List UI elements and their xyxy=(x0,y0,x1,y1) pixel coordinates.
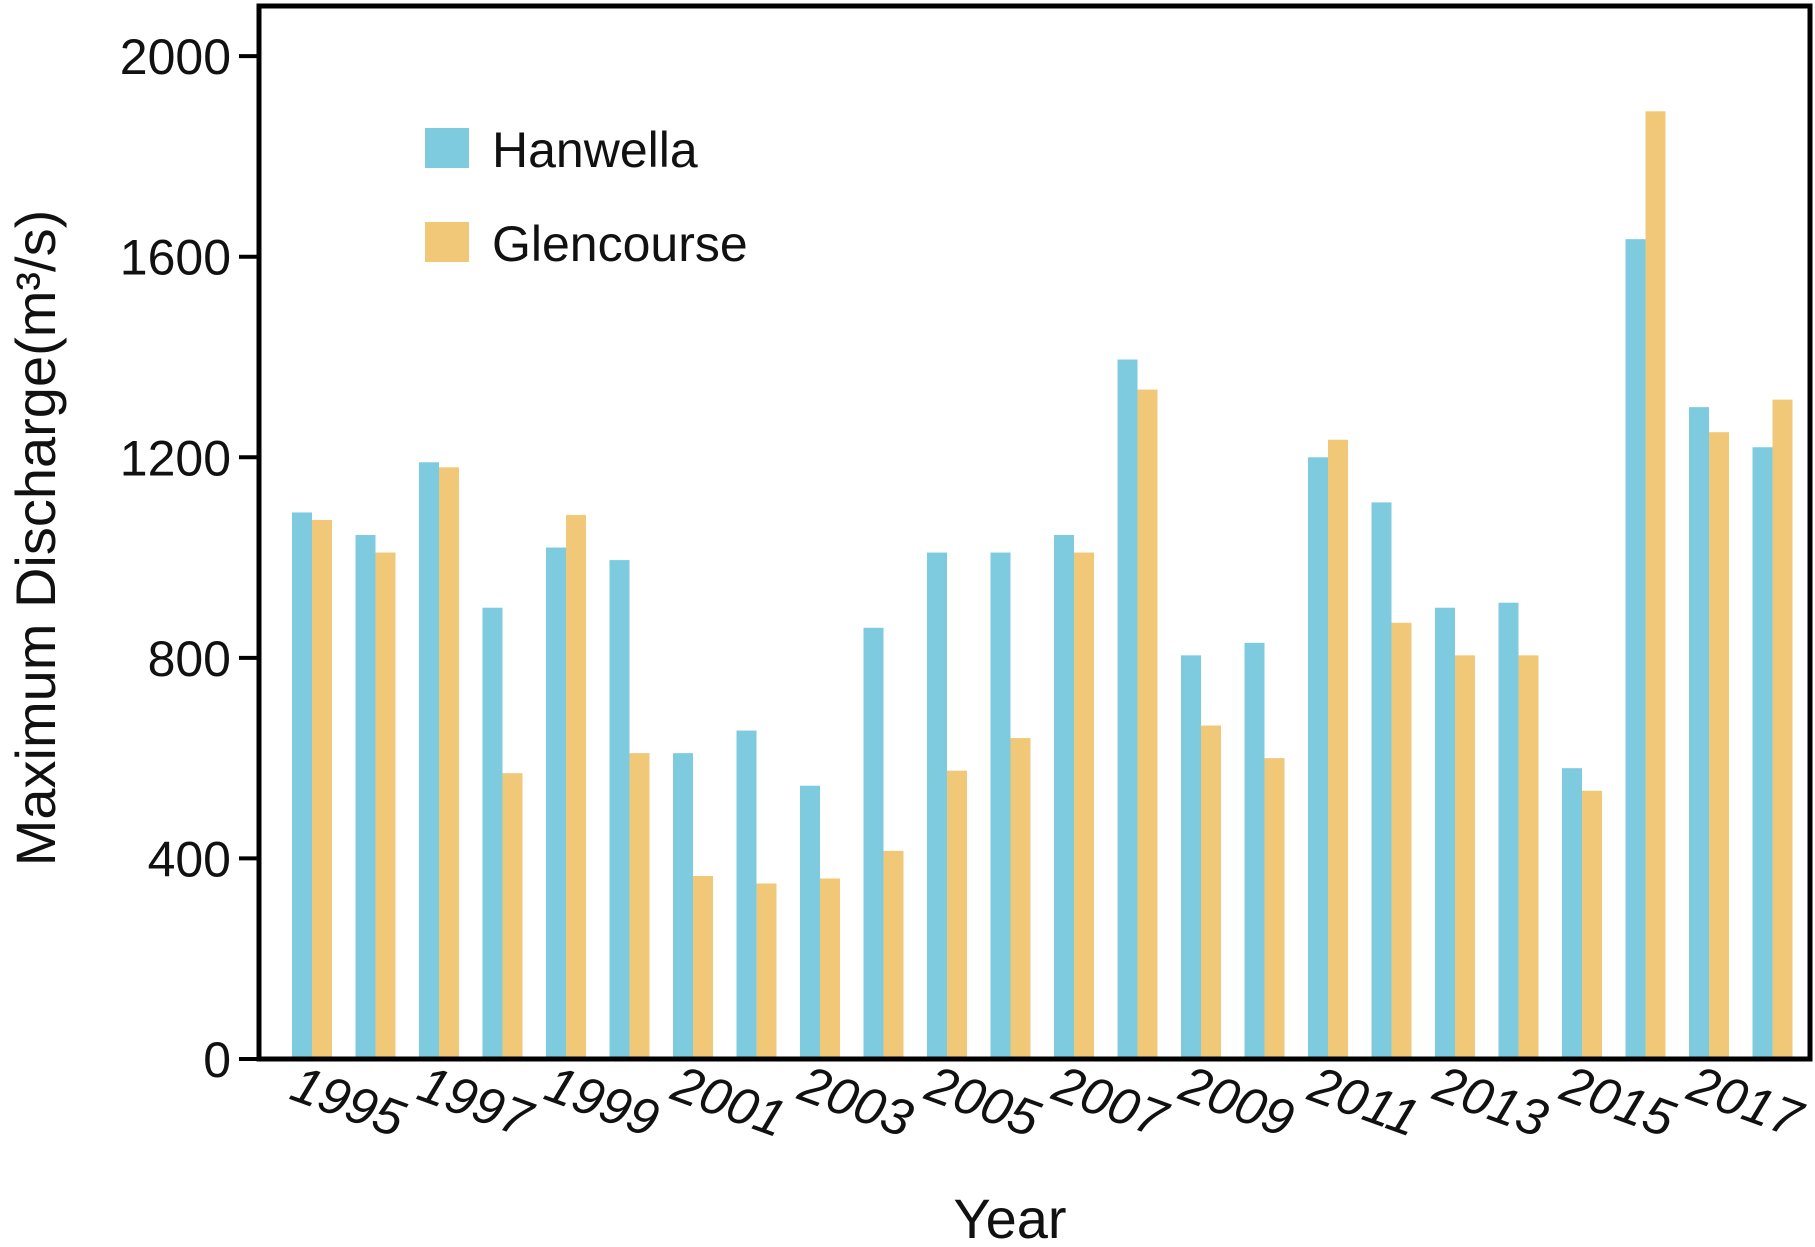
bar-hanwella-2001 xyxy=(673,753,693,1059)
bar-glencourse-2018 xyxy=(1772,399,1793,1059)
x-tick-label-2003: 2003 xyxy=(791,1055,921,1149)
y-tick-label-2000: 2000 xyxy=(120,29,231,85)
bar-glencourse-2011 xyxy=(1328,439,1348,1059)
bar-hanwella-2013 xyxy=(1435,607,1455,1059)
x-tick-label-2005: 2005 xyxy=(918,1055,1048,1150)
legend-label-hanwella: Hanwella xyxy=(492,122,698,178)
x-tick-label-2017: 2017 xyxy=(1680,1055,1811,1150)
bar-hanwella-2015 xyxy=(1562,768,1582,1059)
y-tick-label-1200: 1200 xyxy=(120,430,231,486)
bar-hanwella-1995 xyxy=(292,512,312,1059)
x-tick-label-2015: 2015 xyxy=(1553,1055,1683,1150)
x-tick-label-1997: 1997 xyxy=(411,1055,541,1150)
legend-swatch-glencourse xyxy=(425,222,469,262)
bar-hanwella-1997 xyxy=(419,462,439,1059)
bar-glencourse-2004 xyxy=(883,850,904,1059)
bar-hanwella-2008 xyxy=(1117,359,1138,1059)
bar-hanwella-2011 xyxy=(1308,457,1328,1059)
legend-label-glencourse: Glencourse xyxy=(492,216,748,272)
bar-hanwella-2014 xyxy=(1498,602,1519,1059)
legend-swatch-hanwella xyxy=(425,128,469,168)
x-tick-label-2013: 2013 xyxy=(1426,1055,1556,1149)
y-axis-title: Maximum Discharge(m³/s) xyxy=(4,210,67,867)
bar-hanwella-2007 xyxy=(1054,535,1074,1059)
bar-glencourse-2013 xyxy=(1455,655,1475,1059)
y-tick-label-0: 0 xyxy=(203,1032,231,1088)
bar-hanwella-1996 xyxy=(355,535,376,1059)
bar-glencourse-2012 xyxy=(1391,622,1412,1059)
bar-glencourse-2003 xyxy=(820,878,840,1059)
bar-glencourse-1996 xyxy=(375,552,396,1059)
bar-glencourse-2001 xyxy=(693,875,713,1059)
legend: Hanwella Glencourse xyxy=(425,122,748,272)
bar-hanwella-2004 xyxy=(863,627,884,1059)
x-tick-label-2007: 2007 xyxy=(1045,1055,1176,1150)
bar-hanwella-2012 xyxy=(1371,502,1392,1059)
bar-glencourse-2000 xyxy=(629,753,650,1059)
bar-glencourse-2005 xyxy=(947,770,967,1059)
bar-hanwella-2006 xyxy=(990,552,1011,1059)
bar-glencourse-2016 xyxy=(1645,111,1666,1060)
bar-glencourse-2017 xyxy=(1709,432,1729,1059)
bar-hanwella-2000 xyxy=(609,560,630,1059)
x-tick-label-1999: 1999 xyxy=(538,1055,667,1149)
y-tick-label-1600: 1600 xyxy=(120,230,231,286)
bar-hanwella-2016 xyxy=(1625,239,1646,1059)
bar-hanwella-2002 xyxy=(736,730,757,1059)
x-tick-label-1995: 1995 xyxy=(284,1055,414,1149)
bar-hanwella-2009 xyxy=(1181,655,1201,1059)
bar-glencourse-2009 xyxy=(1201,725,1221,1059)
bar-hanwella-2018 xyxy=(1752,447,1773,1059)
x-tick-label-2009: 2009 xyxy=(1172,1055,1301,1149)
bar-glencourse-2010 xyxy=(1264,758,1285,1059)
y-tick-label-800: 800 xyxy=(148,631,231,687)
bar-hanwella-2017 xyxy=(1689,407,1709,1060)
bar-glencourse-2015 xyxy=(1582,790,1602,1059)
bar-glencourse-2002 xyxy=(756,883,777,1059)
bar-hanwella-1998 xyxy=(482,607,503,1059)
x-axis-title: Year xyxy=(953,1187,1066,1247)
bar-glencourse-2007 xyxy=(1074,552,1094,1059)
bars-layer xyxy=(292,111,1793,1060)
y-axis: 0 400 800 1200 1600 2000 xyxy=(120,29,259,1088)
x-tick-label-2001: 2001 xyxy=(664,1055,793,1149)
bar-glencourse-2006 xyxy=(1010,738,1031,1059)
bar-glencourse-2008 xyxy=(1137,389,1158,1059)
bar-hanwella-2005 xyxy=(927,552,947,1059)
bar-glencourse-1995 xyxy=(312,519,332,1059)
bar-glencourse-1998 xyxy=(502,773,523,1059)
bar-hanwella-1999 xyxy=(546,547,566,1059)
plot-frame xyxy=(256,3,1813,1062)
bar-glencourse-2014 xyxy=(1518,655,1539,1059)
bar-hanwella-2010 xyxy=(1244,642,1265,1059)
x-tick-label-2011: 2011 xyxy=(1300,1055,1426,1148)
bar-hanwella-2003 xyxy=(800,785,820,1059)
bar-glencourse-1999 xyxy=(566,514,586,1059)
bar-glencourse-1997 xyxy=(439,467,459,1059)
y-tick-label-400: 400 xyxy=(148,831,231,887)
